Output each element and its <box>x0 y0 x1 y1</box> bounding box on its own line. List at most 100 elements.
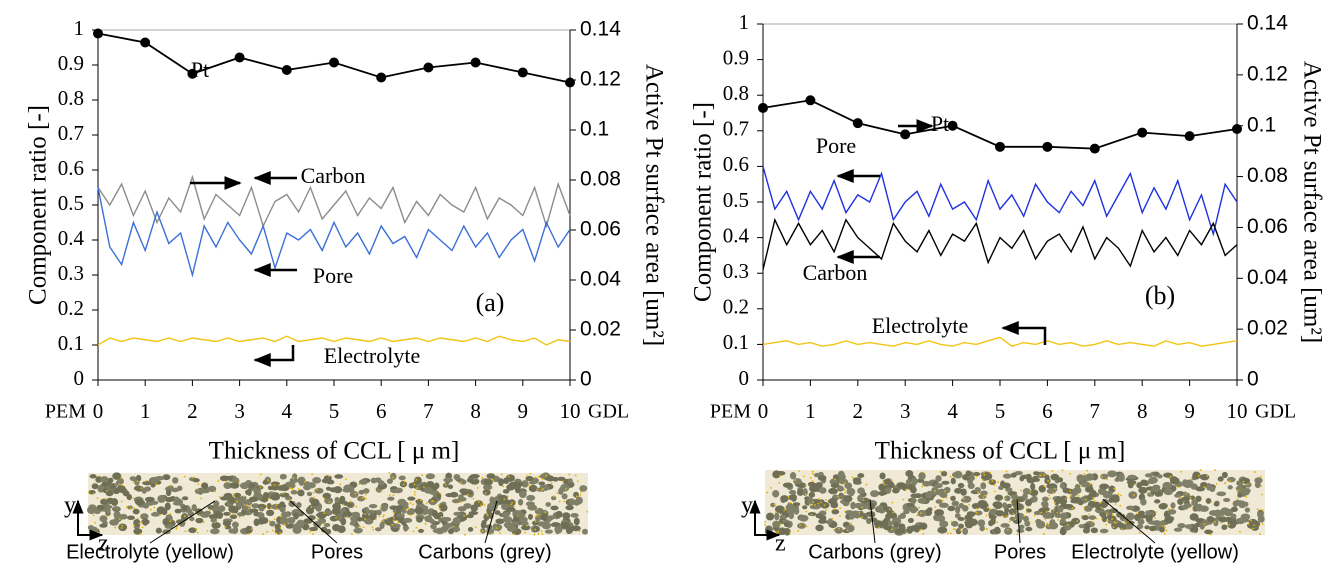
carbon-particle <box>844 482 853 490</box>
carbon-particle <box>953 470 963 479</box>
electrolyte-dot <box>825 498 827 501</box>
electrolyte-dot <box>921 485 924 488</box>
carbon-particle <box>469 474 480 479</box>
electrolyte-dot <box>1033 514 1036 517</box>
electrolyte-dot <box>475 526 477 529</box>
electrolyte-dot <box>1048 497 1051 500</box>
carbon-particle <box>1205 498 1212 504</box>
electrolyte-dot <box>989 471 991 474</box>
electrolyte-dot <box>140 521 143 524</box>
electrolyte-dot <box>766 491 769 494</box>
electrolyte-dot <box>905 488 908 491</box>
series-line <box>97 187 571 278</box>
carbon-particle <box>315 505 322 512</box>
panel-label: (b) <box>1145 281 1175 310</box>
electrolyte-dot <box>787 496 790 499</box>
electrolyte-dot <box>1239 530 1241 533</box>
electrolyte-dot <box>1069 495 1072 497</box>
carbon-particle <box>406 509 415 516</box>
electrolyte-dot <box>484 492 487 495</box>
electrolyte-dot <box>1214 469 1217 472</box>
electrolyte-dot <box>311 473 314 476</box>
y-tick-label: 0 <box>739 366 750 390</box>
carbon-particle <box>1118 472 1125 477</box>
electrolyte-dot <box>477 500 480 503</box>
electrolyte-dot <box>169 485 172 487</box>
carbon-particle <box>1000 523 1010 528</box>
electrolyte-dot <box>1071 507 1074 510</box>
electrolyte-dot <box>365 497 367 500</box>
electrolyte-dot <box>1076 520 1079 522</box>
electrolyte-dot <box>1043 485 1046 488</box>
carbon-particle <box>886 510 895 515</box>
carbon-particle <box>1045 523 1053 530</box>
carbon-particle <box>1018 524 1025 530</box>
carbon-particle <box>947 505 956 512</box>
electrolyte-dot <box>533 533 536 536</box>
carbon-particle <box>1167 509 1177 515</box>
carbon-particle <box>913 493 923 499</box>
carbon-particle <box>561 493 568 500</box>
carbon-particle <box>494 510 501 515</box>
carbon-particle <box>358 479 368 485</box>
electrolyte-dot <box>289 487 292 490</box>
electrolyte-dot <box>949 475 952 478</box>
carbon-particle <box>269 520 276 527</box>
electrolyte-dot <box>846 529 849 532</box>
electrolyte-dot <box>812 501 814 504</box>
carbon-particle <box>951 500 960 507</box>
carbon-particle <box>132 508 140 515</box>
carbon-particle <box>439 504 448 512</box>
carbon-particle <box>892 487 900 494</box>
annotation-arrow <box>1001 321 1047 345</box>
carbon-particle <box>1214 509 1222 518</box>
carbon-particle <box>815 524 824 532</box>
electrolyte-dot <box>578 530 581 533</box>
carbon-particle <box>1100 473 1109 480</box>
electrolyte-dot <box>1236 498 1239 500</box>
electrolyte-dot <box>1091 521 1094 524</box>
carbon-particle <box>253 488 262 495</box>
electrolyte-dot <box>197 483 200 486</box>
electrolyte-dot <box>464 534 466 536</box>
electrolyte-dot <box>764 524 766 526</box>
pt-marker <box>1232 124 1242 135</box>
electrolyte-dot <box>825 509 827 512</box>
electrolyte-dot <box>380 505 382 508</box>
pt-marker <box>565 77 575 88</box>
electrolyte-dot <box>843 482 846 485</box>
carbon-particle <box>498 495 505 501</box>
electrolyte-dot <box>579 493 582 496</box>
electrolyte-dot <box>236 500 238 503</box>
carbon-particle <box>1025 499 1032 507</box>
carbon-particle <box>414 506 424 514</box>
carbon-particle <box>404 526 410 531</box>
carbon-particle <box>379 521 385 529</box>
electrolyte-dot <box>315 488 318 491</box>
electrolyte-dot <box>922 471 925 474</box>
carbon-particle <box>893 521 899 529</box>
carbon-particle <box>1016 528 1025 533</box>
carbon-particle <box>267 485 273 491</box>
y-tick-label: 0.4 <box>723 223 750 247</box>
electrolyte-dot <box>1080 485 1083 488</box>
carbon-particle <box>495 524 502 532</box>
carbon-particle <box>798 514 809 522</box>
electrolyte-dot <box>195 528 198 530</box>
pt-marker <box>423 62 434 73</box>
carbon-particle <box>112 487 121 495</box>
electrolyte-dot <box>267 479 269 482</box>
electrolyte-dot <box>1054 488 1057 490</box>
electrolyte-dot <box>349 500 352 503</box>
electrolyte-dot <box>1167 508 1170 510</box>
carbon-particle <box>792 502 801 507</box>
carbon-particle <box>452 517 462 525</box>
carbon-particle <box>1192 471 1201 480</box>
carbon-particle <box>789 472 797 480</box>
carbon-particle <box>347 485 355 493</box>
series-line <box>97 335 571 346</box>
electrolyte-dot <box>1006 491 1009 493</box>
carbon-particle <box>425 473 435 480</box>
electrolyte-dot <box>309 530 312 533</box>
electrolyte-dot <box>1080 515 1083 518</box>
